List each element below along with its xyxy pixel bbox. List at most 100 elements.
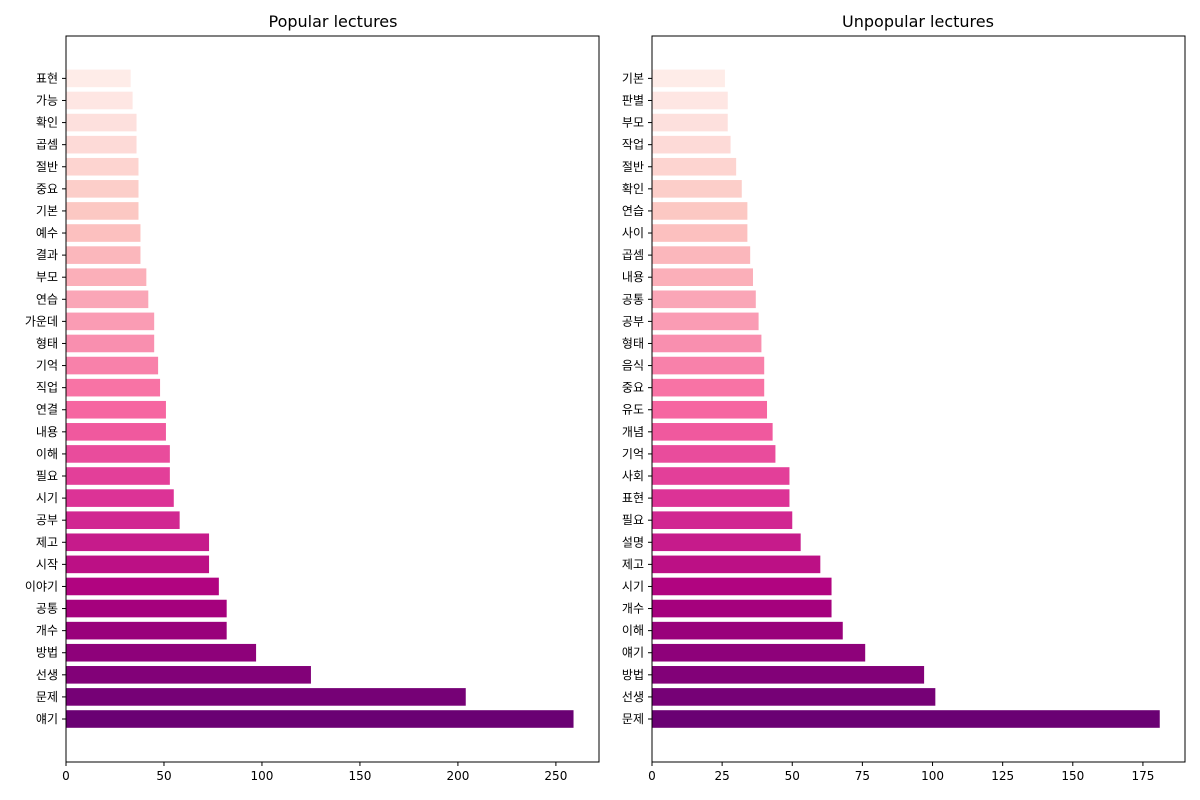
category-label: 개념: [622, 425, 644, 439]
category-label: 가운데: [25, 314, 58, 328]
bar: [66, 445, 170, 463]
category-label: 확인: [622, 182, 644, 196]
category-label: 확인: [36, 116, 58, 130]
x-tick-label: 175: [1131, 769, 1154, 783]
bar: [652, 643, 866, 662]
bar-group: [66, 69, 574, 728]
bar: [66, 533, 210, 552]
category-labels: 얘기 문제 선생 방법 개수 공통 이야기 시작 제고 공부 시기 필요 이해 내용 연결 직업 기억 형태 가운데…: [25, 71, 66, 726]
category-label: 이야기: [25, 579, 58, 593]
bar: [652, 666, 925, 684]
category-label: 가능: [36, 93, 58, 107]
category-label: 부모: [622, 116, 644, 130]
x-tick-label: 200: [446, 769, 469, 783]
bar: [652, 621, 843, 640]
x-tick-label: 150: [348, 769, 371, 783]
plot-frame: [651, 35, 1186, 763]
bar: [652, 334, 762, 353]
bar: [66, 135, 137, 154]
bar: [66, 688, 466, 706]
category-label: 공부: [36, 513, 58, 527]
category-label: 사회: [622, 469, 644, 483]
x-tick-label: 0: [62, 769, 70, 783]
category-label: 내용: [622, 270, 644, 284]
bar: [66, 334, 155, 353]
x-tick-label: 50: [156, 769, 171, 783]
category-label: 곱셈: [622, 248, 644, 262]
chart-title: Popular lectures: [269, 12, 398, 31]
category-label: 형태: [36, 336, 58, 350]
bar: [652, 69, 725, 88]
bar: [652, 202, 748, 220]
bar: [66, 378, 161, 397]
category-label: 중요: [36, 182, 58, 196]
bar: [66, 180, 139, 198]
plot-frame: [65, 35, 600, 763]
category-label: 공부: [622, 314, 644, 328]
bar: [652, 246, 751, 264]
bar: [652, 467, 790, 485]
category-label: 표현: [36, 71, 58, 85]
category-label: 방법: [36, 646, 58, 660]
category-label: 선생: [622, 690, 644, 704]
bar: [66, 666, 311, 684]
bar: [652, 688, 936, 706]
category-label: 문제: [622, 712, 644, 726]
category-label: 직업: [36, 381, 58, 395]
bar: [66, 467, 170, 485]
category-label: 설명: [622, 535, 644, 549]
bar: [652, 290, 756, 309]
bar: [66, 91, 133, 110]
x-tick-label: 125: [991, 769, 1014, 783]
category-label: 얘기: [36, 712, 58, 726]
category-label: 필요: [622, 513, 644, 527]
category-label: 이해: [36, 447, 58, 461]
bar: [66, 312, 155, 331]
bar: [66, 643, 257, 662]
category-label: 부모: [36, 270, 58, 284]
bar: [652, 599, 832, 618]
category-label: 기본: [622, 71, 644, 85]
bar: [652, 423, 773, 441]
x-tick-label: 25: [714, 769, 729, 783]
bar: [66, 246, 141, 264]
bar: [652, 378, 765, 397]
bar: [652, 268, 753, 286]
bar: [652, 312, 759, 331]
bar: [652, 113, 728, 132]
category-label: 사이: [622, 226, 644, 240]
category-label: 음식: [622, 359, 644, 373]
bar: [652, 91, 728, 110]
bar: [652, 511, 793, 529]
bar: [652, 445, 776, 463]
x-tick-label: 250: [544, 769, 567, 783]
x-tick-label: 100: [251, 769, 274, 783]
bar-group: [652, 69, 1160, 728]
category-label: 내용: [36, 425, 58, 439]
bar: [66, 290, 149, 309]
bar: [66, 202, 139, 220]
x-axis-ticks: 0 50 100 150 200 250: [62, 762, 567, 783]
bar: [66, 400, 166, 419]
category-label: 곱셈: [36, 138, 58, 152]
bar: [66, 577, 219, 596]
bar: [652, 489, 790, 507]
category-label: 기본: [36, 204, 58, 218]
category-label: 기억: [622, 447, 644, 461]
bar: [652, 224, 748, 242]
category-label: 표현: [622, 491, 644, 505]
bar: [66, 157, 139, 176]
x-tick-label: 50: [785, 769, 800, 783]
chart-title: Unpopular lectures: [842, 12, 994, 31]
category-label: 제고: [36, 535, 58, 549]
bar: [652, 400, 768, 419]
category-label: 이해: [622, 624, 644, 638]
bar: [652, 533, 801, 552]
category-label: 연결: [36, 403, 58, 417]
x-tick-label: 150: [1061, 769, 1084, 783]
category-label: 제고: [622, 557, 644, 571]
category-label: 유도: [622, 403, 644, 417]
category-label: 얘기: [622, 646, 644, 660]
category-label: 시기: [36, 491, 58, 505]
x-tick-label: 75: [855, 769, 870, 783]
